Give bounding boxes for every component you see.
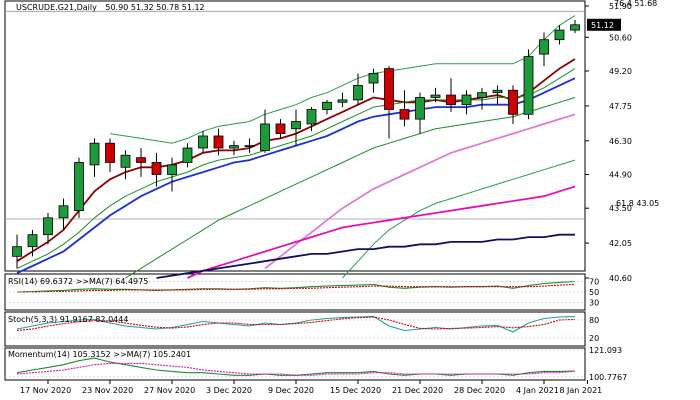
bear-candle [384,68,394,110]
bull-candle [368,72,379,84]
stoch-label: Stoch(5,3,3) 91.9167 82.0444 [8,315,128,324]
bull-candle [523,56,534,115]
stoch-series [16,316,576,332]
bull-candle [291,121,301,130]
price-tick-label: 42.05 [609,239,632,248]
bull-candle [322,101,332,110]
bear-candle [399,109,410,120]
bull-candle [198,135,208,149]
price-tick-label: 47.75 [609,102,632,111]
bull-candle [43,217,53,236]
price-tick-label: 46.30 [609,137,632,146]
bull-candle [430,94,441,98]
rsi-series [17,283,576,293]
last-price-tag [587,18,621,31]
rsi-tick-label: 30 [589,299,599,308]
momentum-tick-label: 121.093 [589,346,622,355]
price-tick-label: 40.60 [609,274,632,283]
momentum-tick-label: 100.7767 [589,373,627,382]
stoch-panel-frame [4,311,586,347]
time-tick-label: 21 Dec 2020 [392,386,443,395]
time-axis: 17 Nov 2020 23 Nov 2020 27 Nov 2020 3 Dec 2… [20,380,602,395]
momentum-panel-frame [4,347,586,381]
price-tick-label: 43.50 [609,204,632,213]
bear-candle [446,94,456,106]
bull-candle [415,97,425,120]
ma-line-ma_pink [264,113,576,270]
time-tick-label: 9 Dec 2020 [268,386,314,395]
price-tick-label: 50.60 [609,33,632,42]
stoch-series [16,315,576,333]
bull-candle [492,89,503,94]
bull-candle [353,85,363,101]
rsi-label: RSI(14) 69.6372 >>MA(7) 64.4975 [8,277,148,286]
bull-candle [120,154,131,168]
bull-candle [306,109,317,125]
bull-candle [27,234,38,248]
bull-candle [461,94,472,106]
bull-candle [58,205,69,219]
time-tick-label: 17 Nov 2020 [20,386,71,395]
bull-candle [244,145,255,148]
time-tick-label: 4 Jan 2021 [516,386,559,395]
rsi-tick-label: 50 [589,288,599,297]
fib-618-label: 61.8 43.05 [616,199,659,208]
momentum-series [16,362,576,376]
bull-candle [167,164,177,175]
bull-candle [337,99,348,103]
rsi-tick-label: 70 [589,277,599,286]
fib-764-label: 76.4 51.68 [614,0,657,8]
time-tick-label: 23 Nov 2020 [82,386,133,395]
chart-title: USCRUDE.G21,Daily 50.90 51.32 50.78 51.1… [16,3,205,12]
bear-candle [213,135,224,149]
bear-candle [136,157,146,163]
ma-line-ma_magenta [187,185,576,279]
ma-line-ma_navy [156,233,575,279]
time-tick-label: 3 Dec 2020 [206,386,252,395]
bull-candle [477,92,487,98]
bull-candle [89,142,100,166]
time-tick-label: 27 Nov 2020 [144,386,195,395]
bull-candle [554,29,565,41]
bull-candle [539,39,549,55]
last-price-value: 51.12 [591,21,614,30]
bear-candle [508,89,518,115]
bear-candle [151,162,162,175]
bull-candle [260,123,270,151]
ma-line-bollinger [342,159,576,279]
momentum-label: Momentum(14) 105.3152 >>MA(7) 105.2401 [8,350,191,359]
stoch-tick-label: 20 [589,334,599,343]
price-tick-label: 51.90 [609,2,632,11]
candlesticks [12,19,580,269]
time-tick-label: 15 Dec 2020 [330,386,381,395]
time-tick-label: 8 Jan 2021 [559,386,602,395]
bear-candle [105,142,115,163]
ma-line-bollinger [109,15,576,144]
price-axis: 51.90 50.60 49.20 47.75 46.30 44.90 43.50 42.05… [585,2,632,283]
price-tick-label: 44.90 [609,170,632,179]
bear-candle [275,123,286,134]
ma-line-ma_green [125,97,576,279]
main-panel-frame [4,0,586,272]
bull-candle [74,162,84,212]
chart-grid [5,10,585,220]
bull-candle [570,24,580,31]
bull-candle [12,246,22,257]
price-tick-label: 49.20 [609,67,632,76]
time-tick-label: 28 Dec 2020 [454,386,505,395]
bull-candle [229,145,239,149]
bull-candle [182,147,193,163]
indicator-lines: 70 50 30 80 20 121.093 100.7767 [5,277,627,382]
stoch-tick-label: 80 [589,316,599,325]
